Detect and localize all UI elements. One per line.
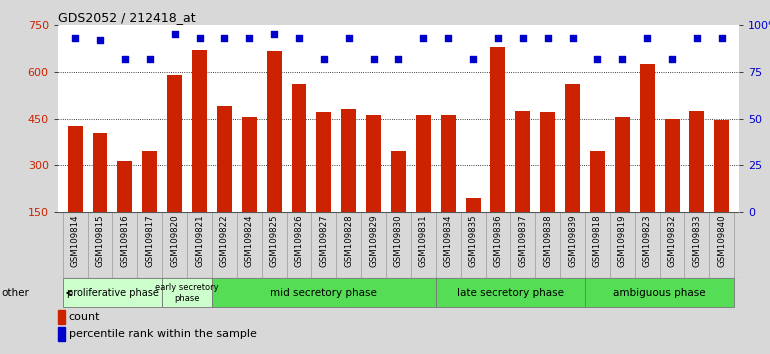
Point [119,56,131,61]
Bar [440,115,456,259]
Text: GSM109821: GSM109821 [195,215,204,267]
Bar [615,117,630,259]
Point [144,56,156,61]
FancyBboxPatch shape [436,279,585,307]
Point [492,35,504,41]
FancyBboxPatch shape [162,279,212,307]
Bar [292,84,306,259]
Bar [142,152,157,259]
Bar [167,75,182,259]
Bar [640,64,654,259]
Text: GSM109819: GSM109819 [618,215,627,267]
Bar [217,106,232,259]
Text: GSM109834: GSM109834 [444,215,453,267]
Point [343,35,355,41]
Bar [92,133,108,259]
Text: GSM109822: GSM109822 [220,215,229,267]
Bar [689,111,705,259]
FancyBboxPatch shape [62,279,162,307]
Bar [590,152,605,259]
Text: GSM109826: GSM109826 [294,215,303,267]
Bar [665,119,679,259]
Point [69,35,82,41]
Bar [242,117,256,259]
Bar [192,50,207,259]
Text: ambiguous phase: ambiguous phase [613,288,706,298]
Text: GSM109830: GSM109830 [394,215,403,267]
Point [367,56,380,61]
Point [691,35,703,41]
Text: GSM109815: GSM109815 [95,215,105,267]
Text: GSM109820: GSM109820 [170,215,179,267]
Point [94,37,106,42]
Point [467,56,479,61]
Text: count: count [69,312,100,322]
Point [567,35,579,41]
Text: mid secretory phase: mid secretory phase [270,288,377,298]
Bar [565,84,580,259]
Text: GSM109829: GSM109829 [369,215,378,267]
Point [442,35,454,41]
Point [243,35,256,41]
Text: GSM109832: GSM109832 [668,215,677,267]
Text: other: other [2,288,29,298]
Point [318,56,330,61]
Text: GDS2052 / 212418_at: GDS2052 / 212418_at [58,11,196,24]
Bar [58,310,65,324]
Text: GSM109839: GSM109839 [568,215,577,267]
Text: GSM109824: GSM109824 [245,215,254,267]
Point [541,35,554,41]
FancyBboxPatch shape [212,279,436,307]
Text: GSM109825: GSM109825 [270,215,279,267]
Bar [490,47,505,259]
Text: GSM109818: GSM109818 [593,215,602,267]
Point [591,56,604,61]
Bar [367,115,381,259]
Point [218,35,230,41]
Bar [515,111,531,259]
Point [268,31,280,37]
Bar [118,161,132,259]
Point [393,56,405,61]
Bar [341,109,357,259]
Text: GSM109823: GSM109823 [643,215,651,267]
Text: GSM109836: GSM109836 [494,215,503,267]
Bar [715,120,729,259]
Point [293,35,305,41]
Bar [541,112,555,259]
Text: GSM109827: GSM109827 [320,215,328,267]
Point [641,35,653,41]
Bar [68,126,82,259]
Bar [58,327,65,341]
Text: proliferative phase: proliferative phase [66,288,159,298]
Text: GSM109837: GSM109837 [518,215,527,267]
Text: GSM109828: GSM109828 [344,215,353,267]
Text: GSM109835: GSM109835 [469,215,477,267]
Point [169,31,181,37]
Text: GSM109831: GSM109831 [419,215,428,267]
Point [715,35,728,41]
Point [666,56,678,61]
Bar [316,112,331,259]
Bar [391,152,406,259]
Text: GSM109838: GSM109838 [543,215,552,267]
Text: early secretory
phase: early secretory phase [156,283,219,303]
Point [517,35,529,41]
Text: GSM109840: GSM109840 [718,215,726,267]
FancyBboxPatch shape [585,279,735,307]
Text: GSM109816: GSM109816 [120,215,129,267]
Point [193,35,206,41]
Text: GSM109833: GSM109833 [692,215,701,267]
Bar [466,198,480,259]
Text: late secretory phase: late secretory phase [457,288,564,298]
Bar [266,51,282,259]
Text: GSM109817: GSM109817 [146,215,154,267]
Text: GSM109814: GSM109814 [71,215,79,267]
Bar [416,115,430,259]
Text: percentile rank within the sample: percentile rank within the sample [69,329,256,339]
Point [417,35,430,41]
Point [616,56,628,61]
